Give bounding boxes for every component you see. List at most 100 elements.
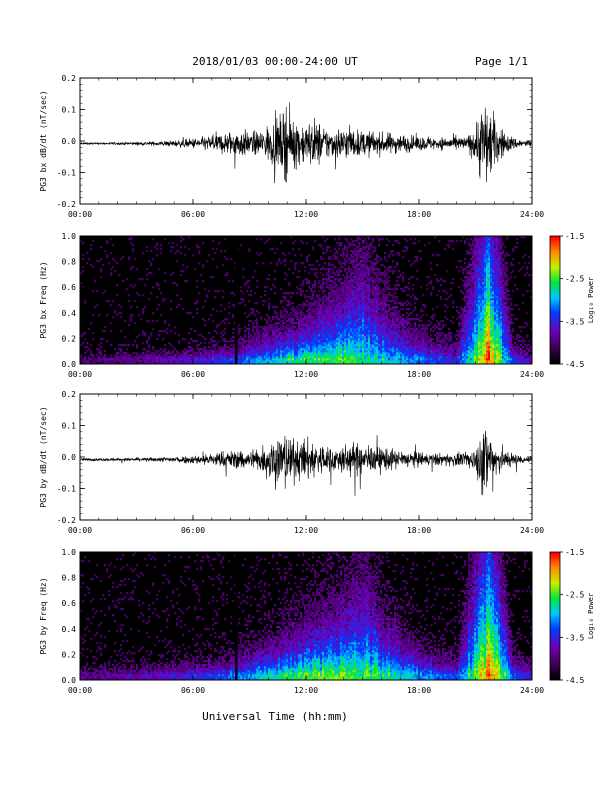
spectrogram-cell [330, 302, 333, 305]
spectrogram-cell [412, 332, 415, 335]
spectrogram-cell [386, 360, 389, 363]
spectrogram-cell [354, 270, 357, 273]
spectrogram-cell [402, 326, 405, 329]
spectrogram-cell [346, 338, 349, 341]
spectrogram-cell [436, 344, 439, 347]
spectrogram-cell [340, 286, 343, 289]
spectrogram-cell [228, 360, 231, 363]
spectrogram-cell [152, 352, 155, 355]
spectrogram-cell [164, 360, 167, 363]
spectrogram-cell [300, 346, 303, 349]
spectrogram-cell [334, 274, 337, 277]
spectrogram-cell [366, 306, 369, 309]
spectrogram-cell [330, 326, 333, 329]
spectrogram-cell [358, 342, 361, 345]
y-tick-label: 0.1 [62, 106, 77, 115]
spectrogram-cell [192, 340, 195, 343]
spectrogram-cell [162, 354, 165, 357]
spectrogram-cell [296, 362, 299, 365]
spectrogram-cell [396, 310, 399, 313]
spectrogram-cell [404, 332, 407, 335]
spectrogram-cell [378, 352, 381, 355]
spectrogram-cell [336, 340, 339, 343]
spectrogram-cell [336, 296, 339, 299]
spectrogram-cell [114, 360, 117, 363]
spectrogram-cell [362, 294, 365, 297]
spectrogram-cell [170, 344, 173, 347]
spectrogram-cell [350, 282, 353, 285]
spectrogram-cell [362, 298, 365, 301]
spectrogram-cell [330, 344, 333, 347]
spectrogram-cell [304, 330, 307, 333]
spectrogram-cell [240, 344, 243, 347]
spectrogram-cell [422, 352, 425, 355]
spectrogram-cell [396, 360, 399, 363]
spectrogram-cell [420, 346, 423, 349]
spectrogram-cell [350, 238, 353, 241]
spectrogram-cell [214, 350, 217, 353]
spectrogram-cell [100, 358, 103, 361]
spectrogram-cell [268, 302, 271, 305]
spectrogram-cell [376, 290, 379, 293]
spectrogram-cell [376, 272, 379, 275]
spectrogram-cell [354, 306, 357, 309]
spectrogram-cell [324, 300, 327, 303]
spectrogram-cell [374, 250, 377, 253]
spectrogram-cell [356, 298, 359, 301]
spectrogram-cell [332, 360, 335, 363]
spectrogram-cell [438, 324, 441, 327]
spectrogram-cell [254, 358, 257, 361]
spectrogram-cell [226, 350, 229, 353]
spectrogram-cell [262, 340, 265, 343]
spectrogram-cell [336, 306, 339, 309]
spectrogram-cell [450, 356, 453, 359]
spectrogram-cell [364, 238, 367, 241]
spectrogram-cell [398, 276, 401, 279]
spectrogram-cell [278, 362, 281, 365]
spectrogram-cell [124, 358, 127, 361]
spectrogram-cell [280, 242, 283, 245]
spectrogram-cell [364, 352, 367, 355]
spectrogram-cell [362, 266, 365, 269]
spectrogram-cell [438, 350, 441, 353]
spectrogram-cell [130, 318, 133, 321]
spectrogram-cell [182, 270, 185, 273]
spectrogram-cell [464, 308, 467, 311]
spectrogram-cell [314, 240, 317, 243]
spectrogram-cell [346, 330, 349, 333]
spectrogram-cell [356, 356, 359, 359]
spectrogram-cell [336, 344, 339, 347]
spectrogram-cell [296, 348, 299, 351]
spectrogram-cell [406, 322, 409, 325]
spectrogram-cell [266, 286, 269, 289]
spectrogram-cell [458, 332, 461, 335]
spectrogram-cell [384, 274, 387, 277]
spectrogram-cell [242, 300, 245, 303]
spectrogram-cell [272, 328, 275, 331]
spectrogram-cell [386, 358, 389, 361]
spectrogram-cell [390, 346, 393, 349]
spectrogram-cell [354, 272, 357, 275]
spectrogram-cell [316, 308, 319, 311]
spectrogram-cell [374, 316, 377, 319]
spectrogram-cell [238, 344, 241, 347]
spectrogram-cell [412, 358, 415, 361]
spectrogram-cell [382, 300, 385, 303]
spectrogram-cell [388, 276, 391, 279]
spectrogram-cell [332, 322, 335, 325]
spectrogram-cell [354, 274, 357, 277]
spectrogram-cell [268, 346, 271, 349]
spectrogram-cell [310, 346, 313, 349]
spectrogram-cell [288, 350, 291, 353]
spectrogram-cell [424, 346, 427, 349]
spectrogram-cell [268, 336, 271, 339]
spectrogram-cell [204, 300, 207, 303]
spectrogram-cell [330, 338, 333, 341]
spectrogram-cell [232, 350, 235, 353]
spectrogram-cell [382, 302, 385, 305]
spectrogram-cell [428, 342, 431, 345]
spectrogram-cell [272, 334, 275, 337]
spectrogram-cell [270, 362, 273, 365]
spectrogram-cell [306, 280, 309, 283]
spectrogram-cell [334, 282, 337, 285]
